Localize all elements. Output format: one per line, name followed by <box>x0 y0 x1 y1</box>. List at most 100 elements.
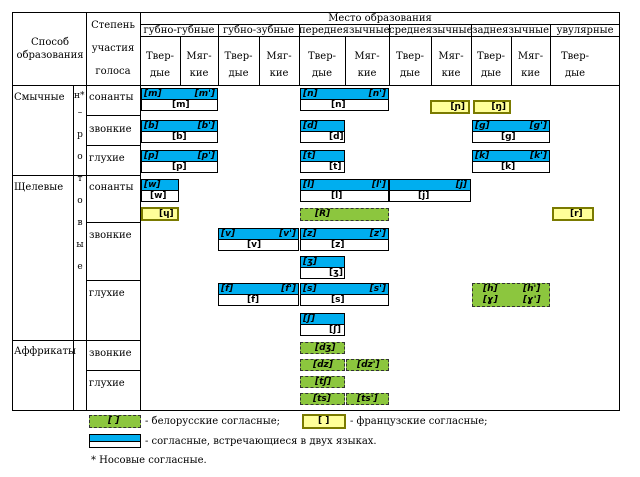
sym-n-soft: [n'] <box>368 89 386 99</box>
method-stops: Смычные <box>14 92 65 103</box>
sym-g: [g] <box>475 121 490 131</box>
group-uvular: увулярные <box>556 25 614 36</box>
legend-green-sample: [ ] <box>108 416 120 426</box>
voice-voiceless-stops: глухие <box>89 153 125 164</box>
sym-sh: [ʃ] <box>303 314 315 324</box>
sym-g-fr: [g] <box>501 132 516 142</box>
voice-sonants-fricatives: сонанты <box>89 182 134 193</box>
sym-R: [R] <box>315 209 331 219</box>
cell-dzh-belarusian: [dʒ] <box>300 342 345 354</box>
legend-yellow-text: - французские согласные; <box>350 416 488 427</box>
sym-p-fr: [p] <box>172 162 187 172</box>
vertical-label: – р о т о в ы е <box>76 108 84 272</box>
sym-gh-soft: [ɣ'] <box>523 295 541 305</box>
sym-f-soft: [f'] <box>281 284 296 294</box>
cell-d-french: [d] <box>300 131 345 143</box>
legend-green-text: - белорусские согласные; <box>145 416 281 427</box>
sym-h: [h] <box>483 284 498 294</box>
sym-b: [b] <box>144 121 159 131</box>
sym-k-soft: [k'] <box>530 151 547 161</box>
cell-y-french: [ɥ] <box>141 207 179 221</box>
cell-l-french: [l] <box>300 190 389 202</box>
cell-w-shared: [w] <box>141 179 179 191</box>
sym-k-fr: [k] <box>501 162 516 172</box>
method-header-text: Способ образования <box>16 37 84 61</box>
sym-p-soft: [p'] <box>197 151 215 161</box>
subcol-anterior-soft: Мяг-кие <box>354 51 380 79</box>
cell-m-french: [m] <box>141 99 218 111</box>
legend-yellow-sample: [ ] <box>318 416 330 426</box>
group-posterior: заднеязычные <box>471 25 550 36</box>
sym-n-fr: [n] <box>331 100 346 110</box>
cell-f-french: [f] <box>218 294 299 306</box>
sym-dzh: [dʒ] <box>315 343 336 353</box>
cell-tsh-belarusian: [tʃ] <box>300 376 345 388</box>
voice-voiceless-fricatives: глухие <box>89 288 125 299</box>
sym-m-soft: [m'] <box>194 89 215 99</box>
sym-z-fr: [z] <box>331 240 345 250</box>
cell-p-shared: [p] [p'] <box>141 150 218 162</box>
cell-b-french: [b] <box>141 131 218 143</box>
subcol-labiodental-hard: Твер-дые <box>224 51 253 79</box>
voice-header: Степень участия голоса <box>86 14 140 83</box>
sym-v-fr: [v] <box>247 240 262 250</box>
sym-ts: [ts] <box>313 394 331 404</box>
cell-t-french: [t] <box>300 161 345 173</box>
cell-ng-french: [ŋ] <box>473 100 511 114</box>
sym-p: [p] <box>144 151 159 161</box>
subcol-posterior-hard: Твер-дые <box>477 51 505 79</box>
sym-m: [m] <box>144 89 162 99</box>
subcol-medial-soft: Мяг-кие <box>438 51 464 79</box>
cell-ts-belarusian: [ts] <box>300 393 345 405</box>
voice-voiced-affricates: звонкие <box>89 348 132 359</box>
sym-tsh: [tʃ] <box>315 377 332 387</box>
sym-zh: [ʒ] <box>303 257 317 267</box>
sym-w: [w] <box>144 180 161 190</box>
method-fricatives: Щелевые <box>14 182 64 193</box>
subcol-labiodental-soft: Мяг-кие <box>266 51 292 79</box>
voice-header-line-1: Степень <box>91 20 135 31</box>
cell-p-french: [p] <box>141 161 218 173</box>
cell-v-french: [v] <box>218 239 299 251</box>
sym-g-soft: [g'] <box>529 121 547 131</box>
method-header: Способ образования <box>14 36 86 62</box>
subcol-labial-hard: Твер-дые <box>146 51 174 79</box>
cell-s-french: [s] <box>300 294 389 306</box>
cell-nj-french: [ɲ] <box>430 100 470 114</box>
sym-k: [k] <box>475 151 490 161</box>
voice-voiced-stops: звонкие <box>89 124 132 135</box>
subcol-medial-hard: Твер-дые <box>396 51 424 79</box>
sym-s: [s] <box>303 284 317 294</box>
sym-w-fr: [w] <box>150 191 167 201</box>
subcol-posterior-soft: Мяг-кие <box>517 51 544 79</box>
sym-j: [j] <box>455 180 467 190</box>
cell-dz-belarusian: [dz] <box>300 359 345 371</box>
cell-k-french: [k] <box>472 161 550 173</box>
sym-j-fr: [j] <box>418 191 430 201</box>
voice-voiceless-affricates: глухие <box>89 378 125 389</box>
voice-header-line-3: голоса <box>95 66 131 77</box>
sym-y: [ɥ] <box>159 209 174 219</box>
sym-z-soft: [z'] <box>369 229 386 239</box>
sym-gh: [ɣ] <box>483 295 498 305</box>
legend-yellow-swatch: [ ] <box>302 414 346 429</box>
cell-w-french: [w] <box>141 190 179 202</box>
sym-s-soft: [s'] <box>369 284 386 294</box>
cell-ts-soft-belarusian: [ts'] <box>346 393 389 405</box>
cell-n-french: [n] <box>300 99 389 111</box>
sym-t-fr: [t] <box>329 162 342 172</box>
sym-b-soft: [b'] <box>197 121 215 131</box>
group-medial: среднеязычные <box>389 25 473 36</box>
cell-f-shared: [f] [f'] <box>218 283 299 295</box>
place-header: Место образования <box>328 13 432 24</box>
sym-h-soft: [h'] <box>523 284 541 294</box>
sym-d: [d] <box>303 121 318 131</box>
sym-r-uvular: [r] <box>570 209 583 219</box>
sym-zh-fr: [ʒ] <box>329 268 343 278</box>
sym-v-soft: [v'] <box>279 229 296 239</box>
sym-ng: [ŋ] <box>491 102 506 112</box>
nasal-marker: н* <box>74 91 85 101</box>
sym-l-fr: [l] <box>331 191 343 201</box>
group-labial: губно-губные <box>143 25 215 36</box>
cell-z-french: [z] <box>300 239 389 251</box>
